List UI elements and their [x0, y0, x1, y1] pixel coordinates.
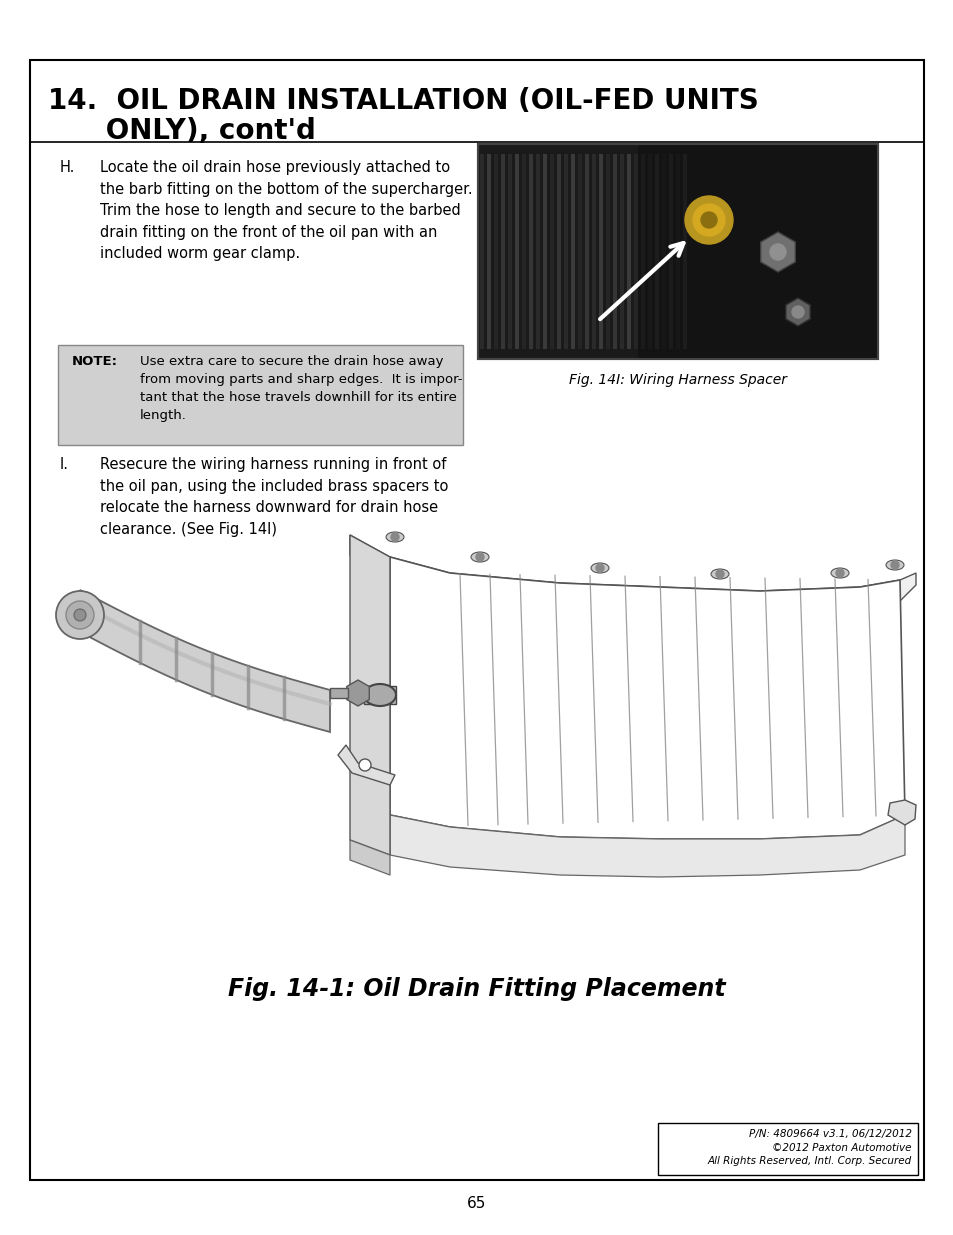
- Bar: [668, 154, 672, 350]
- Bar: [638, 144, 877, 359]
- Text: H.: H.: [60, 161, 75, 175]
- Polygon shape: [337, 745, 395, 785]
- Circle shape: [835, 569, 843, 577]
- Bar: [500, 154, 504, 350]
- Circle shape: [596, 564, 603, 572]
- Ellipse shape: [710, 569, 728, 579]
- Bar: [550, 154, 554, 350]
- Bar: [563, 154, 567, 350]
- Polygon shape: [80, 590, 330, 732]
- Circle shape: [56, 592, 104, 638]
- Bar: [613, 154, 617, 350]
- Ellipse shape: [885, 559, 903, 571]
- Circle shape: [769, 245, 785, 261]
- Bar: [619, 154, 623, 350]
- Ellipse shape: [590, 563, 608, 573]
- Text: Resecure the wiring harness running in front of
the oil pan, using the included : Resecure the wiring harness running in f…: [100, 457, 448, 537]
- Circle shape: [66, 601, 94, 629]
- Polygon shape: [350, 840, 390, 876]
- Bar: [515, 154, 518, 350]
- Polygon shape: [350, 535, 390, 855]
- Circle shape: [791, 306, 803, 317]
- Bar: [521, 154, 525, 350]
- Bar: [598, 154, 602, 350]
- Bar: [479, 154, 483, 350]
- Text: ONLY), cont'd: ONLY), cont'd: [48, 117, 315, 144]
- Polygon shape: [350, 535, 915, 609]
- Circle shape: [74, 609, 86, 621]
- Bar: [584, 154, 588, 350]
- Ellipse shape: [830, 568, 848, 578]
- Bar: [682, 154, 686, 350]
- Bar: [364, 685, 395, 704]
- Text: Fig. 14-1: Oil Drain Fitting Placement: Fig. 14-1: Oil Drain Fitting Placement: [228, 977, 725, 1002]
- Bar: [640, 154, 644, 350]
- Circle shape: [358, 760, 371, 771]
- Bar: [592, 154, 596, 350]
- Circle shape: [692, 204, 724, 236]
- Text: NOTE:: NOTE:: [71, 354, 118, 368]
- Bar: [676, 154, 679, 350]
- Bar: [536, 154, 539, 350]
- Text: Fig. 14I: Wiring Harness Spacer: Fig. 14I: Wiring Harness Spacer: [568, 373, 786, 387]
- Polygon shape: [887, 800, 915, 825]
- Ellipse shape: [364, 684, 395, 706]
- Circle shape: [476, 553, 483, 561]
- Bar: [647, 154, 651, 350]
- Text: 65: 65: [467, 1195, 486, 1210]
- Bar: [655, 154, 659, 350]
- Circle shape: [890, 561, 898, 569]
- Bar: [507, 154, 512, 350]
- Bar: [494, 154, 497, 350]
- Bar: [634, 154, 638, 350]
- Bar: [661, 154, 665, 350]
- Text: I.: I.: [60, 457, 69, 472]
- Bar: [486, 154, 491, 350]
- Text: 14.  OIL DRAIN INSTALLATION (OIL-FED UNITS: 14. OIL DRAIN INSTALLATION (OIL-FED UNIT…: [48, 86, 758, 115]
- Text: Locate the oil drain hose previously attached to
the barb fitting on the bottom : Locate the oil drain hose previously att…: [100, 161, 472, 262]
- Circle shape: [391, 534, 398, 541]
- Bar: [477, 144, 877, 359]
- Ellipse shape: [386, 532, 403, 542]
- Polygon shape: [390, 557, 904, 839]
- Bar: [626, 154, 630, 350]
- Bar: [477, 144, 877, 359]
- Bar: [605, 154, 609, 350]
- Circle shape: [700, 212, 717, 228]
- Bar: [542, 154, 546, 350]
- Circle shape: [684, 196, 732, 245]
- Circle shape: [716, 571, 723, 578]
- Bar: [658, 1123, 917, 1174]
- Ellipse shape: [471, 552, 489, 562]
- Text: Use extra care to secure the drain hose away
from moving parts and sharp edges. : Use extra care to secure the drain hose …: [140, 354, 462, 422]
- Bar: [578, 154, 581, 350]
- Bar: [529, 154, 533, 350]
- Text: P/N: 4809664 v3.1, 06/12/2012
©2012 Paxton Automotive
All Rights Reserved, Intl.: P/N: 4809664 v3.1, 06/12/2012 ©2012 Paxt…: [707, 1129, 911, 1166]
- Bar: [571, 154, 575, 350]
- Bar: [58, 345, 462, 445]
- Polygon shape: [390, 815, 904, 877]
- Bar: [330, 688, 348, 698]
- Bar: [557, 154, 560, 350]
